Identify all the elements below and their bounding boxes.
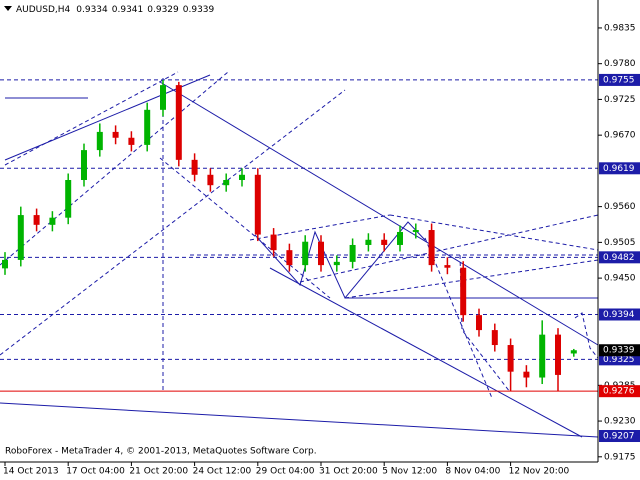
quote-value: 0.9341: [112, 5, 144, 15]
level-label-box: [599, 73, 640, 86]
candle-body: [81, 150, 87, 180]
level-label-box: [599, 251, 640, 264]
candle-body: [444, 265, 451, 268]
footer: RoboForex - MetaTrader 4, © 2001-2013, M…: [5, 447, 317, 457]
candle-body: [397, 231, 403, 245]
candle-body: [207, 174, 214, 186]
candle-body: [333, 261, 340, 266]
candle-body: [523, 371, 530, 378]
level-label: 0.9207: [603, 432, 635, 442]
y-tick-label: 0.9560: [604, 202, 636, 212]
y-tick-label: 0.9505: [604, 238, 636, 248]
candle-body: [96, 131, 103, 151]
level-label-box: [599, 385, 640, 398]
candle-body: [539, 334, 546, 378]
level-label: 0.9276: [603, 387, 635, 397]
x-tick-label: 14 Oct 2013: [3, 467, 59, 477]
x-tick-label: 24 Oct 12:00: [193, 467, 252, 477]
y-tick-label: 0.9175: [604, 452, 636, 462]
candle-body: [175, 85, 182, 160]
x-tick-label: 5 Nov 12:00: [382, 467, 437, 477]
x-tick-label: 12 Nov 20:00: [509, 467, 570, 477]
candle-body: [349, 244, 356, 262]
candle-body: [49, 217, 56, 225]
candle-body: [507, 345, 514, 372]
candle-body: [160, 85, 166, 110]
candle-body: [254, 174, 261, 235]
symbol: AUDUSD,H4: [16, 5, 71, 15]
candle-body: [191, 159, 198, 175]
level-label: 0.9619: [603, 164, 635, 174]
level-label: 0.9482: [603, 253, 635, 263]
candle-body: [270, 234, 277, 251]
y-tick-label: 0.9230: [604, 417, 636, 427]
candle-body: [65, 179, 72, 218]
plot-area: [0, 79, 598, 392]
x-tick-label: 29 Oct 04:00: [256, 467, 315, 477]
current-price-label: 0.9339: [603, 346, 635, 356]
y-tick-label: 0.9450: [604, 274, 636, 284]
candle-body: [428, 230, 435, 266]
candle-body: [381, 239, 388, 245]
y-tick-label: 0.9780: [604, 59, 636, 69]
level-label-box: [599, 430, 640, 443]
y-tick-label: 0.9670: [604, 131, 636, 141]
candle-body: [144, 109, 151, 145]
level-label: 0.9394: [603, 310, 635, 320]
candle-body: [128, 137, 135, 145]
quote-value: 0.9339: [183, 5, 215, 15]
level-label-box: [599, 353, 640, 366]
x-tick-label: 8 Nov 04:00: [445, 467, 500, 477]
level-label: 0.9325: [603, 355, 635, 365]
candle-body: [365, 239, 372, 245]
candle-body: [2, 259, 8, 269]
menu-icon[interactable]: [4, 6, 12, 11]
candle-body: [318, 241, 324, 266]
candle-body: [302, 241, 309, 266]
level-label-box: [599, 162, 640, 175]
x-tick-label: 31 Oct 20:00: [319, 467, 378, 477]
current-price-box: [599, 344, 640, 357]
candle-body: [17, 215, 24, 260]
x-tick-label: 17 Oct 04:00: [66, 467, 125, 477]
candle-body: [412, 230, 419, 232]
candle-body: [555, 334, 561, 375]
y-tick-label: 0.9725: [604, 95, 636, 105]
candle-body: [112, 131, 119, 138]
y-tick-label: 0.9835: [604, 23, 636, 33]
candle-body: [239, 174, 245, 180]
x-tick-label: 21 Oct 20:00: [129, 467, 188, 477]
candle-body: [460, 267, 467, 316]
chart-title: AUDUSD,H4 0.9334 0.9341 0.9329 0.9339: [16, 5, 215, 15]
candle-body: [286, 250, 293, 266]
candle-body: [33, 215, 40, 225]
quote-value: 0.9329: [147, 5, 179, 15]
level-label-box: [599, 308, 640, 321]
candle-body: [570, 350, 577, 354]
candle-body: [491, 330, 498, 346]
candle-body: [476, 315, 482, 331]
candle-body: [223, 179, 230, 186]
quote-value: 0.9334: [76, 5, 108, 15]
level-label: 0.9755: [603, 75, 635, 85]
